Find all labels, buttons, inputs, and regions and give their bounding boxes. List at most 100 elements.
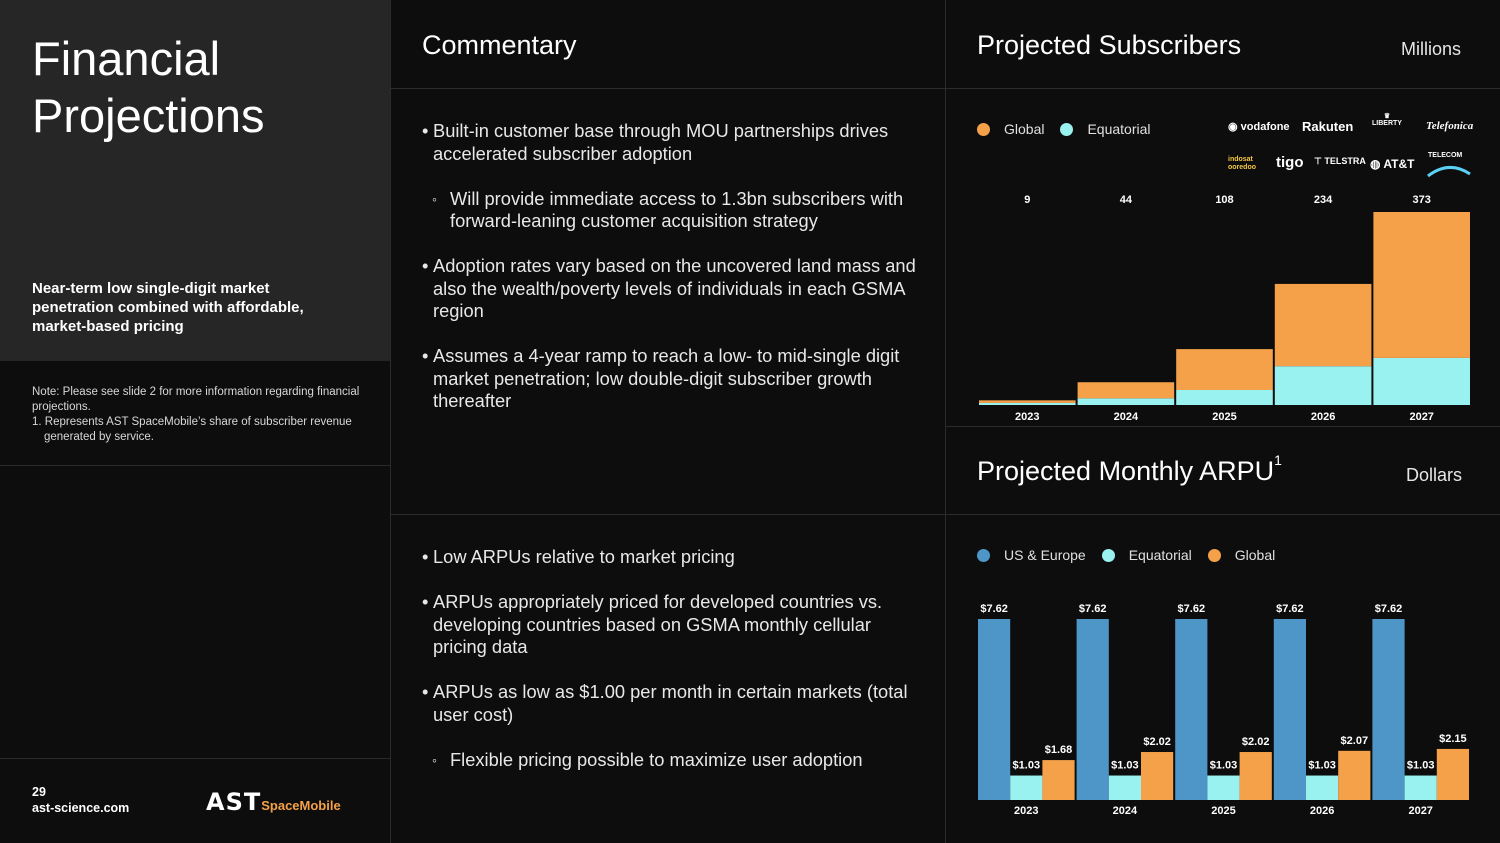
notes: Note: Please see slide 2 for more inform…: [32, 385, 372, 445]
page-number: 29: [32, 785, 46, 799]
legend-item-us-europe: US & Europe: [977, 547, 1086, 563]
legend-item-global: Global: [1207, 547, 1276, 563]
value-label: $2.02: [1143, 736, 1171, 748]
list-spacer: [422, 569, 922, 592]
bar-global-2027: [1373, 212, 1470, 358]
legend-item-global: Global: [977, 121, 1044, 137]
list-item: ARPUs as low as $1.00 per month in certa…: [422, 681, 922, 726]
partner-name: AT&T: [1383, 157, 1415, 171]
value-label: $1.03: [1308, 760, 1336, 772]
list-item: Low ARPUs relative to market pricing: [422, 546, 922, 569]
bar-equatorial-2024: [1077, 398, 1175, 405]
list-item: Assumes a 4-year ramp to reach a low- to…: [422, 345, 922, 413]
total-label-2026: 234: [1314, 194, 1333, 206]
list-spacer: [422, 659, 922, 682]
bar-equatorial-2027: [1404, 775, 1437, 800]
legend-dot: [1060, 122, 1074, 136]
subscribers-legend: Global Equatorial: [977, 121, 1167, 137]
bar-equatorial-2026: [1274, 366, 1372, 405]
bar-equatorial-2025: [1176, 389, 1273, 405]
value-label: $1.03: [1013, 760, 1041, 772]
telefonica-logo: Telefonica: [1426, 120, 1474, 132]
list-spacer: [422, 233, 922, 256]
partner-logos: ◉ vodafone Rakuten ♛ LIBERTY Telefonica i…: [1226, 112, 1476, 182]
ast-spacemobile-logo: ASTSpaceMobile: [206, 788, 341, 816]
x-tick-label-2024: 2024: [1114, 411, 1139, 423]
value-label: $1.03: [1111, 760, 1139, 772]
value-label: $7.62: [980, 603, 1008, 615]
commentary-title: Commentary: [422, 30, 577, 60]
value-label: $1.03: [1210, 760, 1238, 772]
bar-equatorial-2026: [1306, 775, 1339, 800]
vodafone-logo: ◉ vodafone: [1228, 121, 1290, 133]
arpu-legend: US & Europe Equatorial Global: [977, 547, 1291, 563]
tigo-logo: tigo: [1276, 154, 1304, 171]
subscribers-title: Projected Subscribers: [977, 30, 1242, 60]
x-tick-label-2023: 2023: [1014, 805, 1038, 817]
left-header-panel: Financial Projections Near-term low singl…: [0, 0, 390, 361]
divider: [390, 0, 391, 843]
page-subtitle: Near-term low single-digit market penetr…: [32, 280, 304, 335]
list-subitem: Flexible pricing possible to maximize us…: [422, 749, 922, 772]
liberty-logo: ♛ LIBERTY: [1372, 113, 1402, 127]
bar-global-2026: [1338, 750, 1371, 800]
bar-us-europe-2024: [1076, 619, 1109, 800]
arpu-chart: $7.62 $1.03 $1.68 2023 $7.62 $1.03 $2.02 2024 $7…: [978, 603, 1469, 817]
page-title: Financial Projections: [32, 32, 265, 142]
x-tick-label-2026: 2026: [1311, 411, 1335, 423]
commentary-top-list: Built-in customer base through MOU partn…: [422, 120, 922, 413]
value-label: $7.62: [1276, 603, 1304, 615]
subscribers-chart: 9 2023 44 2024 108 2025 234 2026 373 2027: [979, 194, 1470, 423]
legend-label: Equatorial: [1087, 121, 1151, 137]
arpu-title-footnote: 1: [1274, 452, 1282, 468]
note-text: Note: Please see slide 2 for more inform…: [32, 386, 360, 413]
bar-global-2025: [1239, 752, 1272, 800]
legend-item-equatorial: Equatorial: [1060, 121, 1151, 137]
list-spacer: [422, 165, 922, 188]
arpu-title-text: Projected Monthly ARPU: [977, 456, 1275, 486]
legend-dot: [1207, 548, 1221, 562]
bar-global-2024: [1077, 382, 1175, 399]
logo-main-text: AST: [206, 788, 262, 816]
value-label: $2.15: [1439, 733, 1467, 745]
divider: [390, 88, 1500, 89]
website-text: ast-science.com: [32, 801, 130, 815]
arpu-title: Projected Monthly ARPU1: [977, 452, 1282, 487]
bar-equatorial-2027: [1373, 357, 1470, 405]
legend-label: Equatorial: [1128, 547, 1192, 563]
divider: [0, 758, 390, 759]
indosat-logo: indosat ooredoo: [1228, 156, 1256, 171]
bar-global-2024: [1141, 752, 1174, 800]
commentary-bottom-list: Low ARPUs relative to market pricing ARP…: [422, 546, 922, 771]
value-label: $1.03: [1407, 760, 1435, 772]
att-logo: ◍ AT&T: [1370, 157, 1415, 171]
x-tick-label-2027: 2027: [1408, 805, 1432, 817]
bar-equatorial-2023: [979, 402, 1076, 405]
list-item: Built-in customer base through MOU partn…: [422, 120, 922, 165]
legend-dot: [1101, 548, 1115, 562]
bar-global-2023: [1042, 760, 1075, 800]
bar-us-europe-2026: [1273, 619, 1306, 800]
value-label: $7.62: [1375, 603, 1403, 615]
legend-item-equatorial: Equatorial: [1101, 547, 1192, 563]
telecom-swoosh-icon: [1427, 166, 1471, 178]
divider: [945, 426, 1500, 427]
value-label: $1.68: [1045, 744, 1073, 756]
bar-global-2025: [1176, 349, 1273, 390]
list-item: Adoption rates vary based on the uncover…: [422, 255, 922, 323]
bar-us-europe-2027: [1372, 619, 1405, 800]
total-label-2027: 373: [1413, 194, 1431, 206]
partner-name: vodafone: [1240, 121, 1290, 133]
subscribers-unit: Millions: [1401, 39, 1462, 59]
bar-equatorial-2023: [1010, 775, 1043, 800]
legend-label: Global: [1004, 121, 1045, 137]
footnote-text: 1. Represents AST SpaceMobile’s share of…: [32, 416, 352, 443]
legend-label: Global: [1234, 547, 1276, 563]
legend-dot: [977, 548, 990, 562]
divider: [945, 0, 946, 843]
legend-dot: [977, 122, 990, 136]
x-tick-label-2025: 2025: [1212, 411, 1236, 423]
telstra-logo: ⊤ TELSTRA: [1314, 156, 1366, 166]
legend-label: US & Europe: [1004, 547, 1086, 563]
value-label: $2.02: [1242, 736, 1270, 748]
